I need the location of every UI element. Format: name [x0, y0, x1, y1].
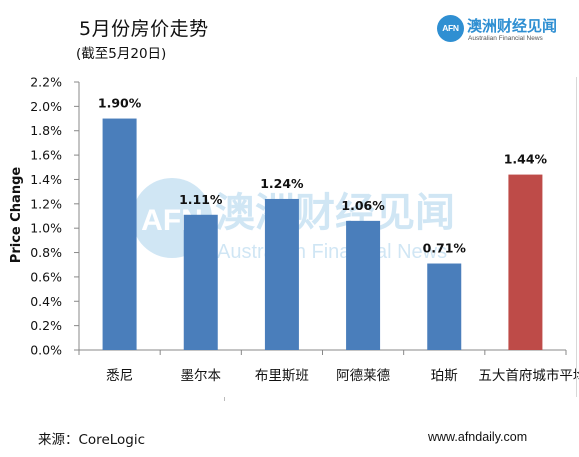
- y-axis-title: Price Change: [9, 167, 24, 264]
- watermark-text-cn: 澳洲财经见闻: [215, 190, 455, 236]
- x-tick-label: 珀斯: [431, 368, 458, 384]
- bar: [102, 118, 137, 350]
- bar: [508, 174, 543, 350]
- y-tick-label: 0.2%: [30, 318, 62, 333]
- y-tick-label: 1.6%: [30, 148, 62, 163]
- data-label: 1.06%: [341, 198, 385, 213]
- x-tick-label: 墨尔本: [181, 368, 222, 384]
- data-label: 1.44%: [504, 152, 548, 167]
- data-label: 1.11%: [179, 192, 223, 207]
- bar: [264, 198, 299, 350]
- y-tick-label: 1.4%: [30, 172, 62, 187]
- y-tick-label: 0.6%: [30, 269, 62, 284]
- y-tick-label: 0.8%: [30, 245, 62, 260]
- afn-logo-icon: AFN: [437, 15, 464, 42]
- data-label: 1.24%: [260, 176, 304, 191]
- y-tick-label: 0.0%: [30, 343, 62, 358]
- brand-name-en: Australian Financial News: [468, 35, 543, 42]
- x-tick-label: 阿德莱德: [336, 368, 390, 384]
- frame-edge-line: [576, 77, 577, 397]
- x-tick-label: 悉尼: [106, 368, 133, 384]
- y-tick-label: 1.2%: [30, 196, 62, 211]
- source-note: 来源：CoreLogic: [38, 432, 146, 448]
- data-label: 1.90%: [98, 96, 142, 111]
- bar: [346, 220, 381, 350]
- data-label: 0.71%: [423, 241, 467, 256]
- y-tick-label: 0.4%: [30, 294, 62, 309]
- y-tick-label: 2.0%: [30, 99, 62, 114]
- y-tick-label: 2.2%: [30, 75, 62, 90]
- x-tick-label: 五大首府城市平均: [478, 367, 579, 384]
- x-tick-label: 布里斯班: [255, 368, 309, 384]
- y-tick-label: 1.8%: [30, 123, 62, 138]
- website-url: www.afndaily.com: [428, 430, 528, 444]
- bar: [427, 263, 462, 350]
- y-tick-label: 1.0%: [30, 221, 62, 236]
- stray-mark: [224, 397, 225, 401]
- chart-title: 5月份房价走势: [79, 18, 209, 40]
- brand-name-cn: 澳洲财经见闻: [467, 17, 558, 35]
- watermark-text-en: Australian Financial News: [217, 241, 447, 263]
- bar: [183, 214, 218, 350]
- chart-subtitle: (截至5月20日): [76, 46, 167, 62]
- brand-logo: AFN 澳洲财经见闻 Australian Financial News: [437, 15, 557, 47]
